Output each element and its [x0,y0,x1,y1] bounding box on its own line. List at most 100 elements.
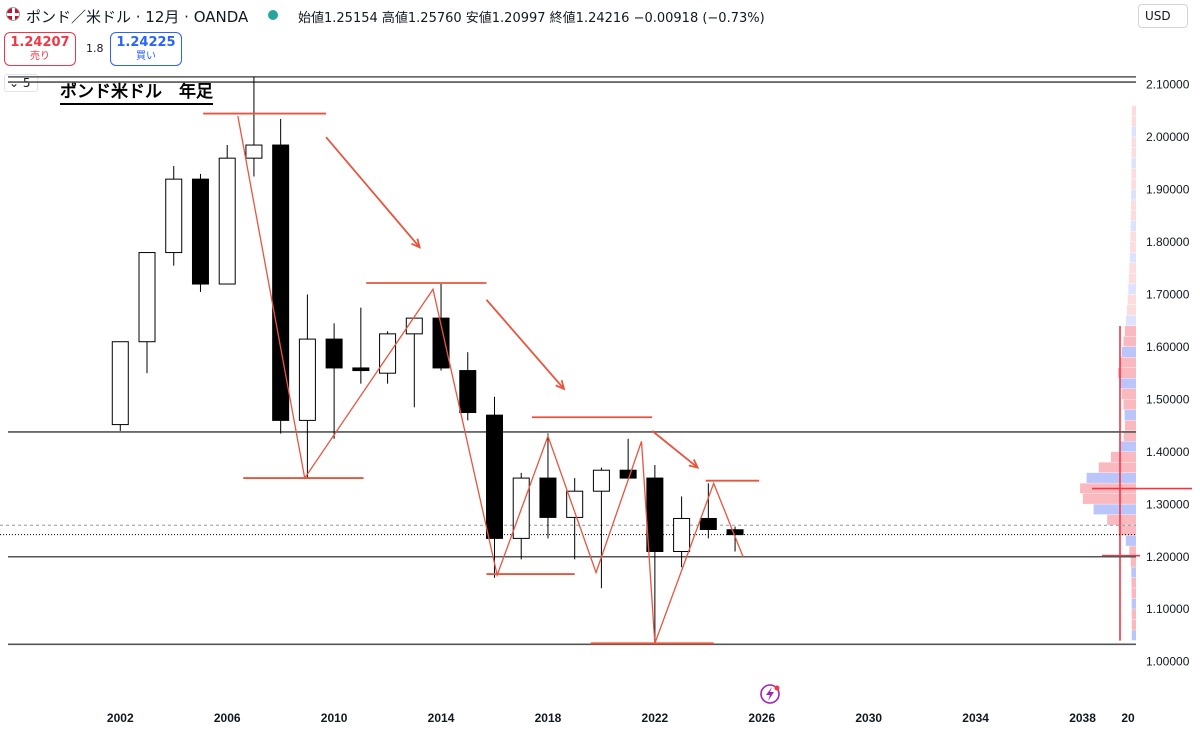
volume-bar [1124,420,1136,431]
time-tick-label: 2022 [642,711,669,725]
chevron-down-icon: ⌄ [9,76,20,90]
candle [111,341,129,431]
sell-label: 売り [30,51,50,62]
candle [218,145,236,285]
candle-body [459,370,477,414]
volume-bar [1131,168,1136,179]
candle-body [485,414,503,539]
candle [405,317,423,408]
candle-body [218,157,236,285]
volume-bar [1110,451,1136,462]
volume-bar [1086,472,1136,483]
candle [379,331,397,384]
candle-body [325,338,343,369]
ohlc-legend: 始値1.25154 高値1.25760 安値1.20997 終値1.24216 … [298,11,765,26]
candle-body [352,367,370,372]
volume-bar [1120,357,1136,368]
volume-bar [1093,504,1136,515]
volume-bar [1124,409,1136,420]
candle [459,352,477,421]
volume-bar [1131,609,1136,620]
volume-bar [1130,242,1136,253]
annotation-title: ポンド米ドル 年足 [60,77,213,105]
price-tick-label: 1.90000 [1146,183,1190,197]
volume-bar [1125,535,1136,546]
time-axis[interactable]: 2002 2006 2010 2014 2018 2022 2026 2030 2034 2038… [107,711,1135,725]
volume-bar [1131,200,1136,211]
volume-bar [1082,493,1136,504]
volume-bar [1128,273,1136,284]
buy-button[interactable]: 1.24225 買い [110,32,182,66]
replay-icon[interactable] [760,684,780,704]
candle [566,478,584,560]
price-tick-label: 1.60000 [1146,340,1190,354]
symbol-title[interactable]: ポンド／米ドル · 12月 · OANDA [26,8,249,26]
volume-bar [1123,399,1136,410]
sell-button[interactable]: 1.24207 売り [4,32,76,66]
price-tick-label: 1.70000 [1146,288,1190,302]
candle-body [539,477,557,518]
volume-bar [1131,116,1136,127]
candle-body [566,490,584,518]
price-tick-label: 2.10000 [1146,78,1190,92]
price-axis[interactable]: 2.10000 2.00000 1.90000 1.80000 1.70000 1.600… [1146,78,1190,669]
volume-bar [1131,189,1136,200]
volume-bar [1131,630,1136,641]
candle [298,294,316,479]
volume-bar [1124,325,1136,337]
market-status-icon [268,10,278,20]
candle [512,472,530,560]
volume-bar [1126,305,1136,316]
time-tick-label: 2010 [321,711,348,725]
volume-bar [1129,263,1136,274]
volume-bar [1123,336,1136,347]
time-tick-label: 2018 [535,711,562,725]
price-tick-label: 1.00000 [1146,655,1190,669]
buy-price: 1.24225 [116,35,176,50]
arrow-head [688,459,700,469]
volume-bar [1129,252,1136,263]
annotation-arrow [651,430,699,469]
candle [539,433,557,539]
volume-bar [1131,147,1136,158]
volume-bar [1131,619,1136,630]
candle [673,496,691,568]
candle [165,166,183,266]
arrow-head [411,238,421,249]
volume-bar [1131,588,1136,599]
volume-bar [1131,598,1136,609]
price-tick-label: 1.20000 [1146,550,1190,564]
volume-bar [1131,577,1136,588]
candle [352,307,370,384]
volume-bar [1131,179,1136,190]
spread-value: 1.8 [86,42,104,55]
candle [325,323,343,439]
indicator-visibility-toggle[interactable]: ⌄ 5 [4,74,38,92]
price-tick-label: 1.30000 [1146,497,1190,511]
chart-header: ポンド／米ドル · 12月 · OANDA 始値1.25154 高値1.2576… [0,0,1200,30]
volume-bar [1118,525,1136,536]
price-tick-label: 1.50000 [1146,392,1190,406]
volume-bar [1120,378,1136,389]
currency-button[interactable]: USD [1138,4,1188,28]
volume-bar [1131,567,1136,578]
current-price-lines [0,524,1136,536]
annotation-arrow [485,299,565,390]
price-tick-label: 1.40000 [1146,445,1190,459]
time-tick-label: 2030 [855,711,882,725]
candle-body [111,341,129,426]
candle-body [298,338,316,421]
candle-body [191,178,209,285]
volume-bar [1123,430,1136,441]
time-tick-label: 20 [1121,711,1135,725]
buy-label: 買い [136,51,156,62]
annotations [203,112,760,645]
price-tick-label: 1.10000 [1146,602,1190,616]
candle [699,483,717,539]
volume-bar [1130,231,1136,242]
arrow-head [555,380,566,391]
annotation-arrow [325,136,421,248]
time-tick-label: 2014 [428,711,455,725]
volume-bar [1131,158,1136,169]
